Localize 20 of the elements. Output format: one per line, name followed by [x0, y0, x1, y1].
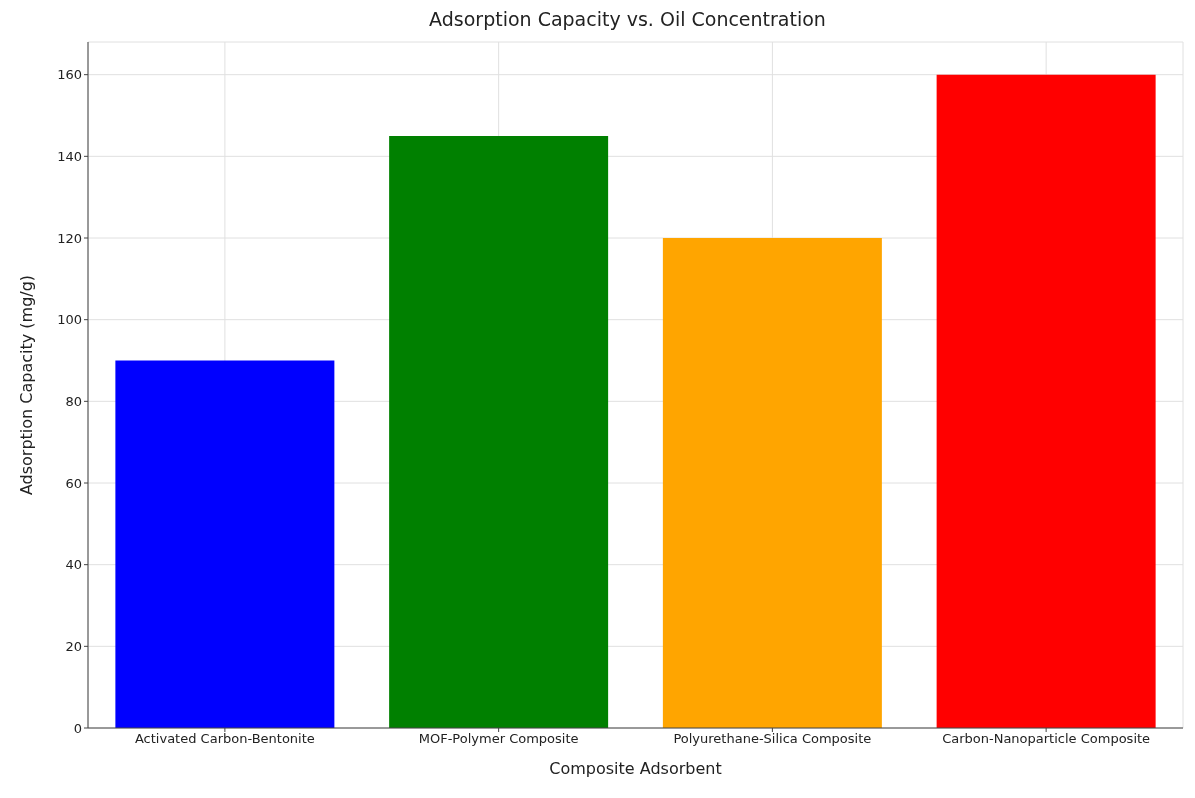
bar [662, 238, 882, 728]
y-tick-label: 60 [65, 475, 82, 491]
y-tick-label: 0 [73, 720, 82, 736]
y-tick-label: 20 [65, 638, 82, 654]
x-tick-label: Activated Carbon-Bentonite [134, 731, 315, 747]
y-axis-title: Adsorption Capacity (mg/g) [16, 274, 36, 496]
x-tick-label: Carbon-Nanoparticle Composite [942, 731, 1151, 747]
x-tick-label: Polyurethane-Silica Composite [673, 731, 872, 747]
y-tick-label: 160 [57, 67, 82, 83]
y-tick-label: 140 [57, 148, 82, 164]
y-tick-label: 80 [65, 393, 82, 409]
chart-title: Adsorption Capacity vs. Oil Concentration [428, 8, 827, 32]
bar [936, 74, 1156, 728]
y-tick-label: 40 [65, 557, 82, 573]
y-tick-label: 100 [57, 312, 82, 328]
bar [389, 135, 609, 728]
bar [115, 360, 335, 728]
y-tick-label: 120 [57, 230, 82, 246]
x-axis-title: Composite Adsorbent [549, 759, 722, 778]
x-tick-label: MOF-Polymer Composite [418, 731, 579, 747]
